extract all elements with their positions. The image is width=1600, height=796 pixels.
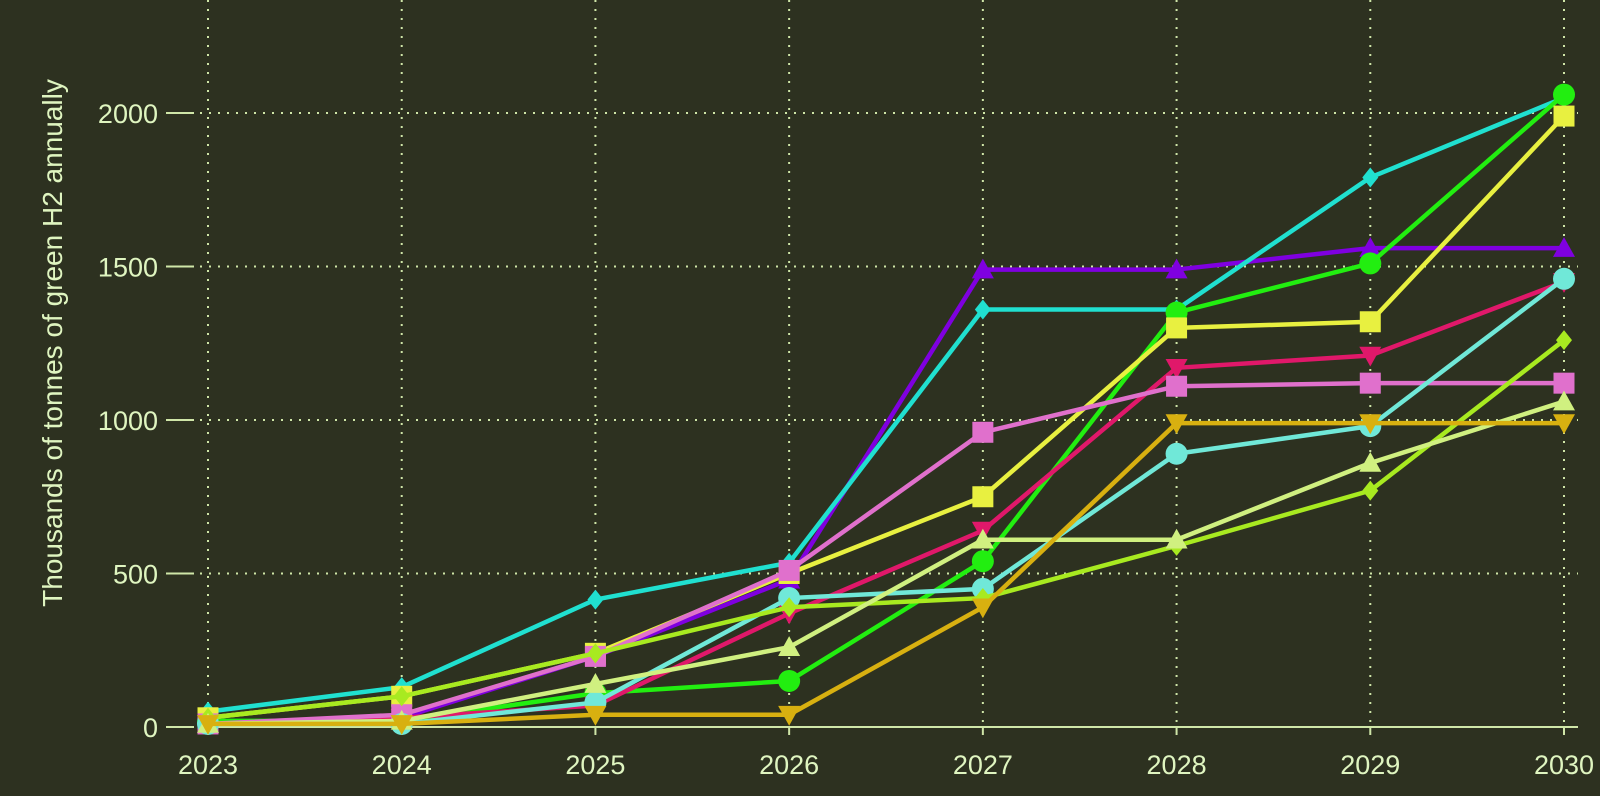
data-point-diamond [393, 686, 410, 707]
y-axis-title: Thousands of tonnes of green H2 annually [37, 79, 68, 607]
data-point-square [1359, 311, 1381, 333]
y-tick-label: 0 [143, 713, 158, 743]
data-point-diamond [974, 299, 991, 320]
data-point-triangle-up [971, 528, 994, 549]
series-group [197, 83, 1575, 735]
data-point-circle [778, 669, 801, 692]
data-point-diamond [587, 589, 604, 610]
data-point-diamond [1556, 330, 1572, 351]
data-point-triangle-up [1165, 258, 1188, 279]
data-point-diamond [587, 643, 604, 664]
y-tick-label: 500 [113, 560, 158, 590]
data-point-square [1359, 372, 1381, 394]
data-point-triangle-down [971, 598, 994, 619]
data-point-triangle-down [197, 715, 219, 735]
series-line [205, 245, 1567, 727]
series-line [205, 95, 1567, 714]
data-point-square [972, 486, 994, 508]
data-point-triangle-up [584, 673, 607, 693]
data-point-triangle-down [1165, 359, 1188, 379]
data-point-triangle-down [778, 705, 801, 726]
data-point-circle [1359, 252, 1382, 275]
y-tick-label: 1500 [98, 253, 158, 283]
x-tick-label: 2026 [759, 750, 819, 780]
data-point-triangle-down [390, 715, 413, 735]
data-point-triangle-down [1553, 414, 1575, 435]
series-line [205, 380, 1567, 727]
data-point-circle [1165, 442, 1188, 465]
series-line [205, 113, 1567, 721]
data-point-diamond [1362, 167, 1379, 188]
data-point-diamond [781, 597, 798, 618]
data-point-square [972, 421, 994, 443]
data-point-triangle-up [1553, 390, 1575, 411]
data-point-triangle-down [1359, 346, 1382, 367]
series-10 [197, 414, 1575, 735]
data-point-circle [1553, 267, 1575, 290]
data-point-triangle-up [1553, 237, 1575, 257]
data-point-diamond [1362, 480, 1379, 501]
series-line [205, 399, 1567, 727]
x-tick-label: 2024 [372, 750, 432, 780]
axes: 2023 2024 2025 2026 2027 2028 2029 2030 0 500 1000… [98, 99, 1594, 780]
data-point-triangle-up [1359, 237, 1382, 257]
x-tick-label: 2025 [565, 750, 625, 780]
data-point-circle [1553, 83, 1575, 106]
x-tick-label: 2029 [1340, 750, 1400, 780]
series-line [205, 420, 1567, 727]
series-line [205, 92, 1567, 724]
data-point-square [1166, 317, 1188, 339]
data-point-triangle-up [1359, 451, 1382, 472]
data-point-triangle-up [1165, 528, 1188, 549]
y-tick-label: 2000 [98, 99, 158, 129]
data-point-square [1553, 372, 1575, 394]
data-point-square [1553, 105, 1575, 127]
data-point-triangle-up [971, 258, 994, 279]
data-point-circle [971, 550, 994, 573]
data-point-triangle-up [778, 636, 801, 656]
data-point-square [778, 559, 800, 581]
y-tick-label: 1000 [98, 406, 158, 436]
series-2 [200, 87, 1572, 722]
data-point-triangle-down [1359, 414, 1382, 435]
x-tick-label: 2028 [1147, 750, 1207, 780]
x-tick-label: 2030 [1534, 750, 1594, 780]
x-tick-label: 2023 [178, 750, 238, 780]
x-tick-label: 2027 [953, 750, 1013, 780]
data-point-triangle-down [584, 705, 607, 726]
series-line [205, 337, 1567, 721]
data-point-square [1166, 375, 1188, 397]
data-point-triangle-down [1165, 414, 1188, 435]
